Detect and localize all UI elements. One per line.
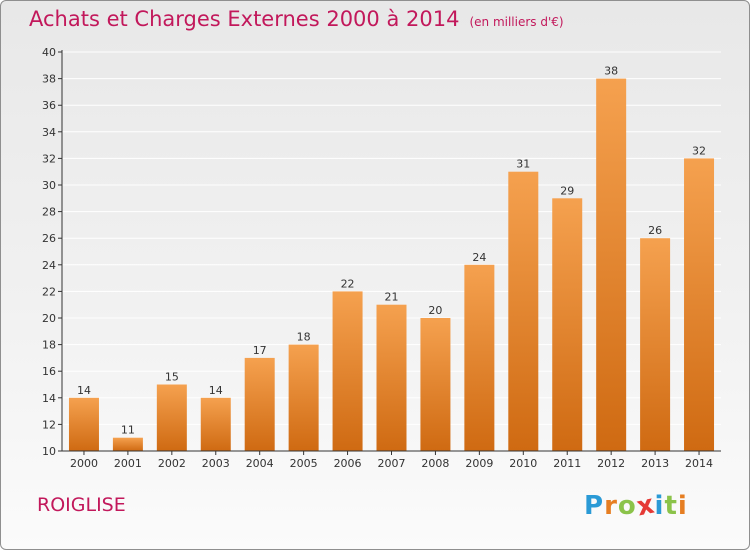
y-tick-label-26: 26 bbox=[42, 232, 56, 245]
data-label-2003: 14 bbox=[209, 384, 223, 397]
data-label-2012: 38 bbox=[604, 65, 618, 78]
y-tick-label-28: 28 bbox=[42, 206, 56, 219]
x-tick-label-2004: 2004 bbox=[246, 457, 274, 470]
chart-title-text: Achats et Charges Externes 2000 à 2014 bbox=[29, 7, 460, 31]
labels: 10 12 14 16 18 20 22 24 26 28 30 32 34 36 38 40 14 2000 11… bbox=[42, 46, 713, 470]
bar-2007 bbox=[376, 304, 407, 451]
y-tick-label-12: 12 bbox=[42, 418, 56, 431]
bars bbox=[68, 78, 715, 451]
logo-letter: i bbox=[654, 491, 665, 521]
chart-title: Achats et Charges Externes 2000 à 2014 (e… bbox=[29, 7, 564, 31]
data-label-2006: 22 bbox=[341, 277, 355, 290]
data-label-2002: 15 bbox=[165, 371, 179, 384]
x-tick-label-2010: 2010 bbox=[509, 457, 537, 470]
bar-2012 bbox=[596, 78, 627, 451]
axes bbox=[58, 50, 721, 455]
y-tick-label-20: 20 bbox=[42, 312, 56, 325]
logo-letter: P bbox=[584, 491, 605, 521]
x-tick-label-2011: 2011 bbox=[553, 457, 581, 470]
chart-unit-note: (en milliers d'€) bbox=[469, 15, 564, 29]
x-tick-label-2003: 2003 bbox=[202, 457, 230, 470]
x-tick-label-2005: 2005 bbox=[290, 457, 318, 470]
bar-2004 bbox=[244, 357, 275, 451]
bar-2005 bbox=[288, 344, 319, 451]
logo-letter: t bbox=[664, 491, 678, 521]
bar-2000 bbox=[68, 397, 99, 451]
bar-2014 bbox=[684, 158, 715, 451]
logo-letter: i bbox=[677, 491, 688, 521]
bar-2009 bbox=[464, 264, 495, 451]
data-label-2001: 11 bbox=[121, 424, 135, 437]
data-label-2008: 20 bbox=[428, 304, 442, 317]
y-tick-label-38: 38 bbox=[42, 73, 56, 86]
data-label-2004: 17 bbox=[253, 344, 267, 357]
y-tick-label-16: 16 bbox=[42, 365, 56, 378]
y-tick-label-32: 32 bbox=[42, 152, 56, 165]
x-tick-label-2006: 2006 bbox=[334, 457, 362, 470]
y-tick-label-36: 36 bbox=[42, 99, 56, 112]
bar-2003 bbox=[200, 397, 231, 451]
x-tick-label-2009: 2009 bbox=[465, 457, 493, 470]
x-tick-label-2012: 2012 bbox=[597, 457, 625, 470]
bar-2002 bbox=[156, 384, 187, 451]
bar-2001 bbox=[112, 437, 143, 451]
y-tick-label-18: 18 bbox=[42, 339, 56, 352]
data-label-2009: 24 bbox=[472, 251, 486, 264]
data-label-2005: 18 bbox=[297, 331, 311, 344]
y-tick-label-14: 14 bbox=[42, 392, 56, 405]
y-tick-label-40: 40 bbox=[42, 46, 56, 59]
x-tick-label-2001: 2001 bbox=[114, 457, 142, 470]
y-tick-label-30: 30 bbox=[42, 179, 56, 192]
bar-2006 bbox=[332, 291, 363, 451]
y-tick-label-34: 34 bbox=[42, 126, 56, 139]
bar-2013 bbox=[640, 238, 671, 451]
y-tick-label-10: 10 bbox=[42, 445, 56, 458]
y-tick-label-22: 22 bbox=[42, 285, 56, 298]
data-label-2000: 14 bbox=[77, 384, 91, 397]
logo-letter: o bbox=[617, 491, 637, 521]
x-tick-label-2002: 2002 bbox=[158, 457, 186, 470]
data-label-2013: 26 bbox=[648, 224, 662, 237]
logo-letter: r bbox=[604, 491, 618, 521]
x-tick-label-2007: 2007 bbox=[378, 457, 406, 470]
data-label-2010: 31 bbox=[516, 158, 530, 171]
x-tick-label-2014: 2014 bbox=[685, 457, 713, 470]
y-tick-label-24: 24 bbox=[42, 259, 56, 272]
x-tick-label-2000: 2000 bbox=[70, 457, 98, 470]
bar-2011 bbox=[552, 198, 583, 451]
data-label-2014: 32 bbox=[692, 144, 706, 157]
x-tick-label-2008: 2008 bbox=[421, 457, 449, 470]
place-name: ROIGLISE bbox=[37, 494, 126, 516]
x-tick-label-2013: 2013 bbox=[641, 457, 669, 470]
bar-2008 bbox=[420, 318, 451, 451]
proxiti-logo: Proxiti bbox=[584, 489, 688, 522]
data-label-2007: 21 bbox=[385, 291, 399, 304]
data-label-2011: 29 bbox=[560, 184, 574, 197]
bar-2010 bbox=[508, 171, 539, 451]
